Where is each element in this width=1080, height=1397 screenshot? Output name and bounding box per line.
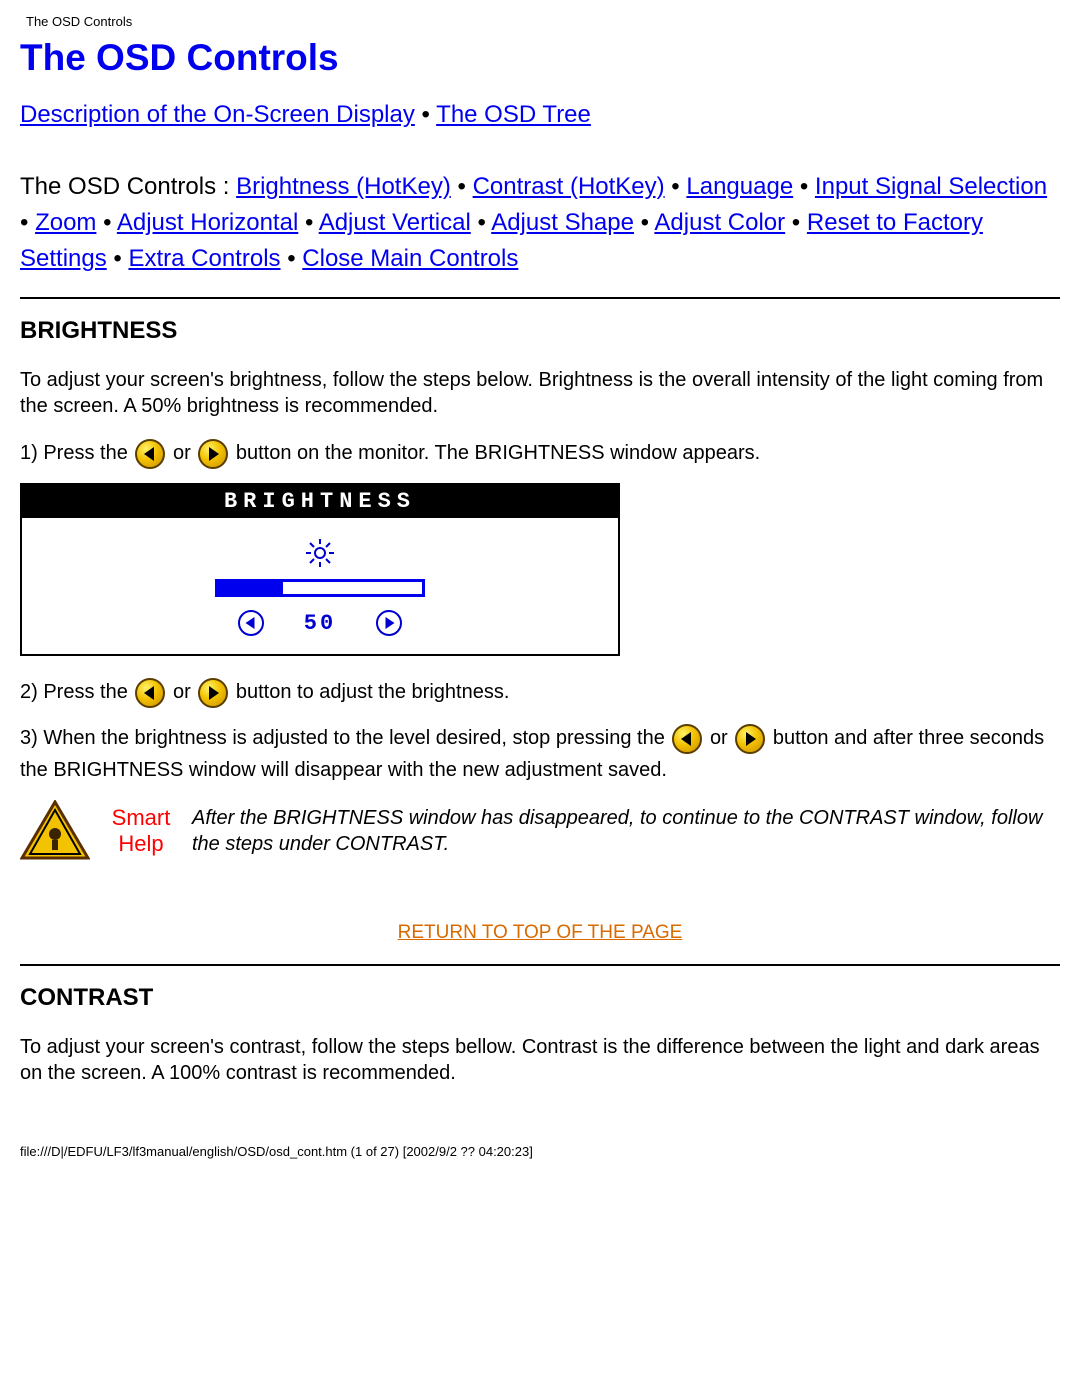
page-title: The OSD Controls [20, 37, 1060, 79]
step1-text-b: or [173, 442, 196, 464]
nav-links-block: Description of the On-Screen Display • T… [20, 97, 1060, 277]
page-content: The OSD Controls The OSD Controls Descri… [0, 0, 1080, 1124]
bullet-sep: • [281, 245, 303, 272]
bullet-sep: • [793, 173, 815, 200]
arrow-right-icon [198, 678, 228, 708]
link-close-main[interactable]: Close Main Controls [302, 245, 518, 272]
link-language[interactable]: Language [686, 173, 793, 200]
link-zoom[interactable]: Zoom [35, 209, 96, 236]
osd-brightness-window: BRIGHTNESS [20, 483, 620, 656]
osd-controls-row: 50 [22, 610, 618, 636]
arrow-left-icon [135, 678, 165, 708]
bullet-sep: • [107, 245, 129, 272]
osd-progress-fill [218, 582, 283, 594]
sun-icon [305, 538, 335, 573]
osd-titlebar: BRIGHTNESS [22, 485, 618, 518]
smart-help-text: After the BRIGHTNESS window has disappea… [192, 805, 1060, 857]
return-to-top-link[interactable]: RETURN TO TOP OF THE PAGE [398, 922, 683, 943]
step3-text-a: 3) When the brightness is adjusted to th… [20, 727, 670, 749]
link-adjust-vertical[interactable]: Adjust Vertical [319, 209, 471, 236]
step2-text-a: 2) Press the [20, 681, 133, 703]
link-brightness-hotkey[interactable]: Brightness (HotKey) [236, 173, 451, 200]
bullet-sep: • [96, 209, 116, 236]
step2-text-b: or [173, 681, 196, 703]
link-description-osd[interactable]: Description of the On-Screen Display [20, 101, 415, 128]
link-adjust-color[interactable]: Adjust Color [654, 209, 785, 236]
contrast-intro: To adjust your screen's contrast, follow… [20, 1034, 1060, 1086]
smart-help-label: Smart Help [96, 805, 186, 858]
bullet-sep: • [471, 209, 491, 236]
step2-text-c: button to adjust the brightness. [236, 681, 510, 703]
link-input-signal[interactable]: Input Signal Selection [815, 173, 1047, 200]
brightness-step2: 2) Press the or button to adjust the bri… [20, 676, 1060, 708]
bullet-sep: • [298, 209, 318, 236]
breadcrumb: The OSD Controls [26, 14, 1060, 29]
warning-icon [20, 800, 90, 862]
help-label-smart: Smart [112, 805, 171, 830]
osd-progress-bar [215, 579, 425, 597]
divider [20, 964, 1060, 966]
section-contrast-heading: CONTRAST [20, 984, 1060, 1012]
brightness-step3: 3) When the brightness is adjusted to th… [20, 722, 1060, 786]
help-label-help: Help [118, 831, 163, 856]
nav-prefix: The OSD Controls : [20, 173, 236, 200]
footer-file-path: file:///D|/EDFU/LF3/lf3manual/english/OS… [0, 1124, 1080, 1165]
step1-text-c: button on the monitor. The BRIGHTNESS wi… [236, 442, 760, 464]
brightness-intro: To adjust your screen's brightness, foll… [20, 367, 1060, 419]
smart-help-block: Smart Help After the BRIGHTNESS window h… [20, 800, 1060, 862]
return-link-container: RETURN TO TOP OF THE PAGE [20, 922, 1060, 944]
bullet-sep: • [451, 173, 473, 200]
link-extra-controls[interactable]: Extra Controls [128, 245, 280, 272]
bullet-sep: • [665, 173, 687, 200]
divider [20, 297, 1060, 299]
step3-text-b: or [710, 727, 733, 749]
bullet-sep: • [634, 209, 654, 236]
brightness-step1: 1) Press the or button on the monitor. T… [20, 437, 1060, 469]
bullet-sep: • [422, 101, 437, 128]
arrow-left-icon [135, 439, 165, 469]
osd-arrow-right-icon [376, 610, 402, 636]
link-osd-tree[interactable]: The OSD Tree [436, 101, 591, 128]
osd-arrow-left-icon [238, 610, 264, 636]
link-adjust-shape[interactable]: Adjust Shape [491, 209, 634, 236]
arrow-left-icon [672, 724, 702, 754]
step1-text-a: 1) Press the [20, 442, 133, 464]
link-adjust-horizontal[interactable]: Adjust Horizontal [117, 209, 298, 236]
arrow-right-icon [735, 724, 765, 754]
section-brightness-heading: BRIGHTNESS [20, 317, 1060, 345]
arrow-right-icon [198, 439, 228, 469]
bullet-sep: • [20, 209, 35, 236]
osd-value: 50 [304, 611, 336, 636]
link-contrast-hotkey[interactable]: Contrast (HotKey) [473, 173, 665, 200]
osd-body: 50 [22, 518, 618, 654]
bullet-sep: • [785, 209, 807, 236]
